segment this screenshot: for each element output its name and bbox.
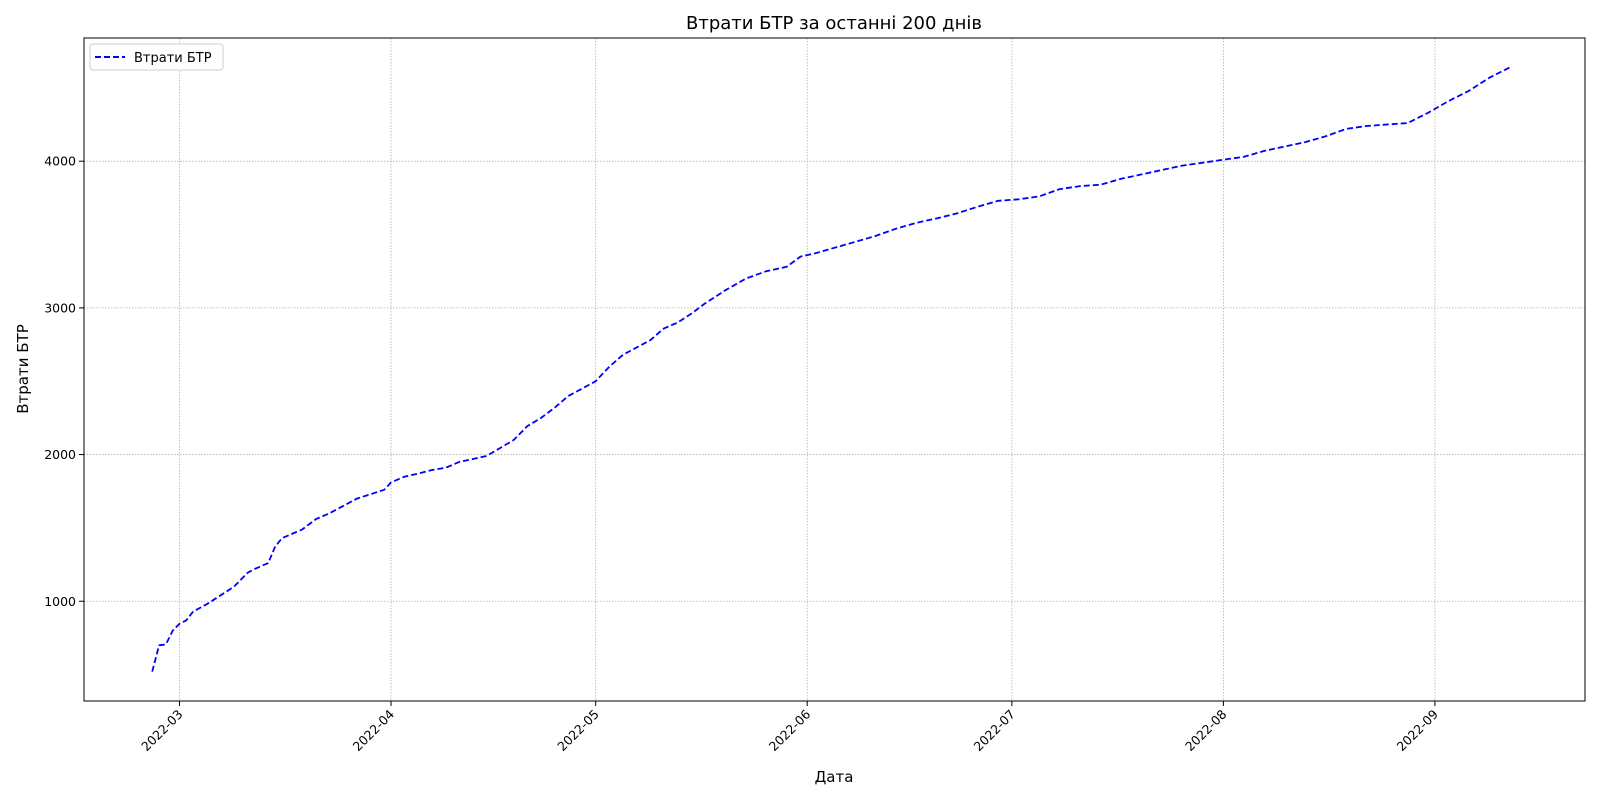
y-tick-label: 2000 [44, 447, 76, 462]
grid [84, 38, 1585, 701]
series-layer [151, 66, 1511, 672]
y-axis: 1000 2000 3000 4000 [44, 154, 84, 609]
y-tick-label: 4000 [44, 154, 76, 169]
legend-box [89, 43, 224, 71]
series-line [151, 66, 1511, 672]
legend: Втрати БТР [89, 43, 224, 71]
y-tick-label: 3000 [44, 300, 76, 315]
x-axis-label: Дата [815, 768, 854, 786]
legend-label: Втрати БТР [134, 51, 212, 66]
chart-title: Втрати БТР за останні 200 днів [686, 13, 982, 34]
y-tick-label: 1000 [44, 594, 76, 609]
plot-frame [83, 37, 1586, 702]
y-axis-label: Втрати БТР [14, 324, 32, 414]
